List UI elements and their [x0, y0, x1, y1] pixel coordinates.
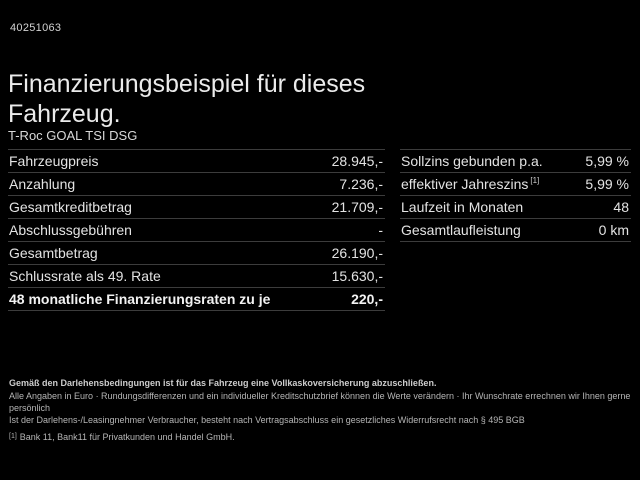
- legal-footer: Gemäß den Darlehensbedingungen ist für d…: [9, 377, 634, 443]
- row-value: 48: [613, 199, 629, 215]
- row-label: Anzahlung: [9, 176, 76, 192]
- row-label: Schlussrate als 49. Rate: [9, 268, 161, 284]
- disclaimer-line-1: Alle Angaben in Euro · Rundungsdifferenz…: [9, 391, 631, 413]
- row-label: Abschlussgebühren: [9, 222, 132, 238]
- table-row: Gesamtbetrag 26.190,-: [8, 242, 385, 265]
- row-value: 28.945,-: [331, 153, 383, 169]
- table-row: Fahrzeugpreis 28.945,-: [8, 150, 385, 173]
- table-row: Abschlussgebühren -: [8, 219, 385, 242]
- row-value: 15.630,-: [331, 268, 383, 284]
- footnote-marker: [1]: [9, 433, 17, 440]
- insurance-requirement-note: Gemäß den Darlehensbedingungen ist für d…: [9, 378, 437, 388]
- row-label: Fahrzeugpreis: [9, 153, 99, 169]
- table-row: Gesamtlaufleistung 0 km: [400, 219, 631, 242]
- footnote-ref: [1]: [530, 176, 540, 186]
- row-value: 0 km: [598, 222, 629, 238]
- table-row: Gesamtkreditbetrag 21.709,-: [8, 196, 385, 219]
- footnote-bank: [1] Bank 11, Bank11 für Privatkunden und …: [9, 431, 634, 443]
- row-value: -: [378, 222, 383, 238]
- table-row: Laufzeit in Monaten 48: [400, 196, 631, 219]
- table-row: Sollzins gebunden p.a. 5,99 %: [400, 150, 631, 173]
- row-value: 21.709,-: [331, 199, 383, 215]
- row-label: Laufzeit in Monaten: [401, 199, 524, 215]
- financing-rates-table: Sollzins gebunden p.a. 5,99 % effektiver J…: [400, 149, 631, 242]
- row-value: 26.190,-: [331, 245, 383, 261]
- table-row: effektiver Jahreszins [1] 5,99 %: [400, 173, 631, 196]
- row-label: Gesamtkreditbetrag: [9, 199, 132, 215]
- row-label: Gesamtlaufleistung: [401, 222, 521, 238]
- vehicle-id: 40251063: [10, 22, 62, 34]
- row-label: effektiver Jahreszins [1]: [401, 176, 540, 192]
- row-label: Gesamtbetrag: [9, 245, 98, 261]
- footnote-text: Bank 11, Bank11 für Privatkunden und Han…: [19, 432, 235, 442]
- row-value: 7.236,-: [339, 176, 383, 192]
- row-label: 48 monatliche Finanzierungsraten zu je: [9, 291, 271, 307]
- financing-costs-table: Fahrzeugpreis 28.945,- Anzahlung 7.236,- Ges…: [8, 149, 385, 311]
- disclaimer-line-2: Ist der Darlehens-/Leasingnehmer Verbrau…: [9, 415, 525, 425]
- table-row: Schlussrate als 49. Rate 15.630,-: [8, 265, 385, 288]
- row-value: 5,99 %: [585, 153, 629, 169]
- row-label: Sollzins gebunden p.a.: [401, 153, 543, 169]
- page-title: Finanzierungsbeispiel für dieses Fahrzeu…: [8, 69, 366, 128]
- table-row: 48 monatliche Finanzierungsraten zu je 22…: [8, 288, 385, 311]
- table-row: Anzahlung 7.236,-: [8, 173, 385, 196]
- row-value: 5,99 %: [585, 176, 629, 192]
- row-value: 220,-: [351, 291, 383, 307]
- vehicle-model-name: T-Roc GOAL TSI DSG: [8, 128, 138, 143]
